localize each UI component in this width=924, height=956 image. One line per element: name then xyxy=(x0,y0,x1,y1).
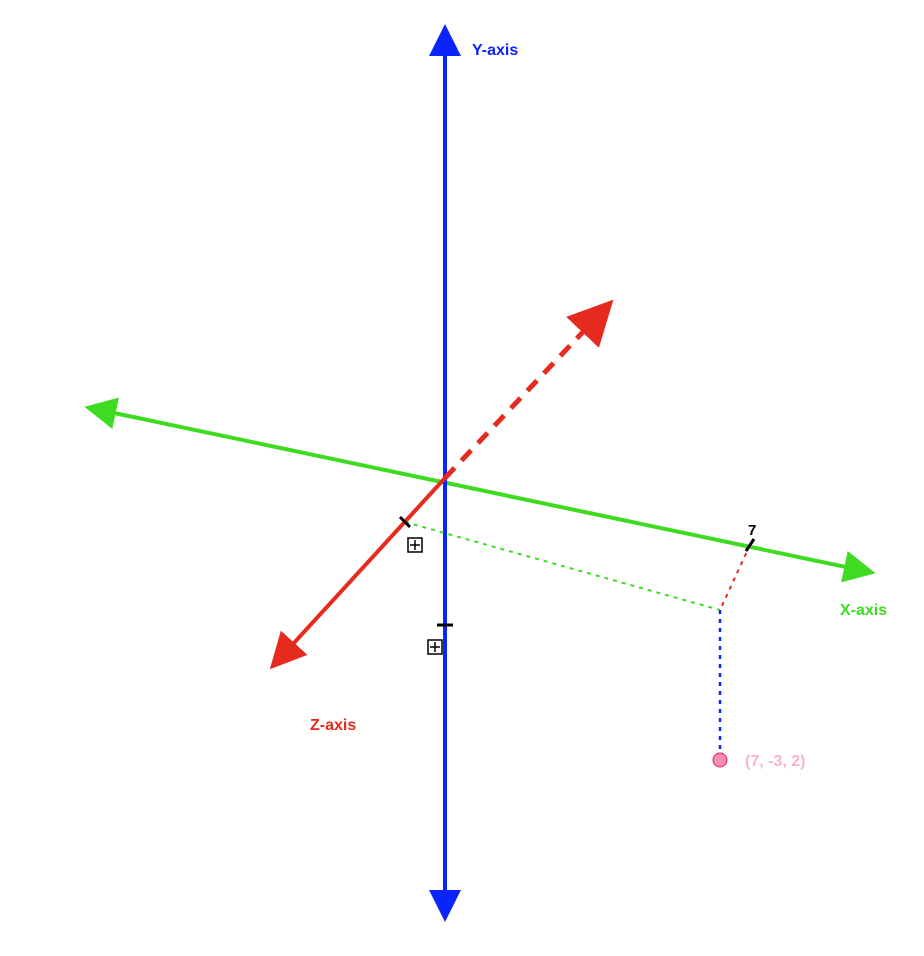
point-label: (7, -3, 2) xyxy=(745,753,805,770)
z-axis-positive xyxy=(282,478,445,656)
x-axis-label: X-axis xyxy=(840,602,887,619)
z-axis-label: Z-axis xyxy=(310,717,356,734)
plus-box-2 xyxy=(428,640,442,654)
x-tick-7-label: 7 xyxy=(748,522,756,539)
x-axis xyxy=(100,410,860,570)
coordinate-diagram: Y-axis X-axis Z-axis 7 (7, -3, 2) xyxy=(0,0,924,956)
plus-box-1 xyxy=(408,538,422,552)
guide-red-dotted xyxy=(720,545,750,610)
plotted-point xyxy=(713,753,727,767)
y-axis-label: Y-axis xyxy=(472,42,518,59)
guide-green-dotted xyxy=(405,522,720,610)
z-axis-negative xyxy=(445,316,598,478)
